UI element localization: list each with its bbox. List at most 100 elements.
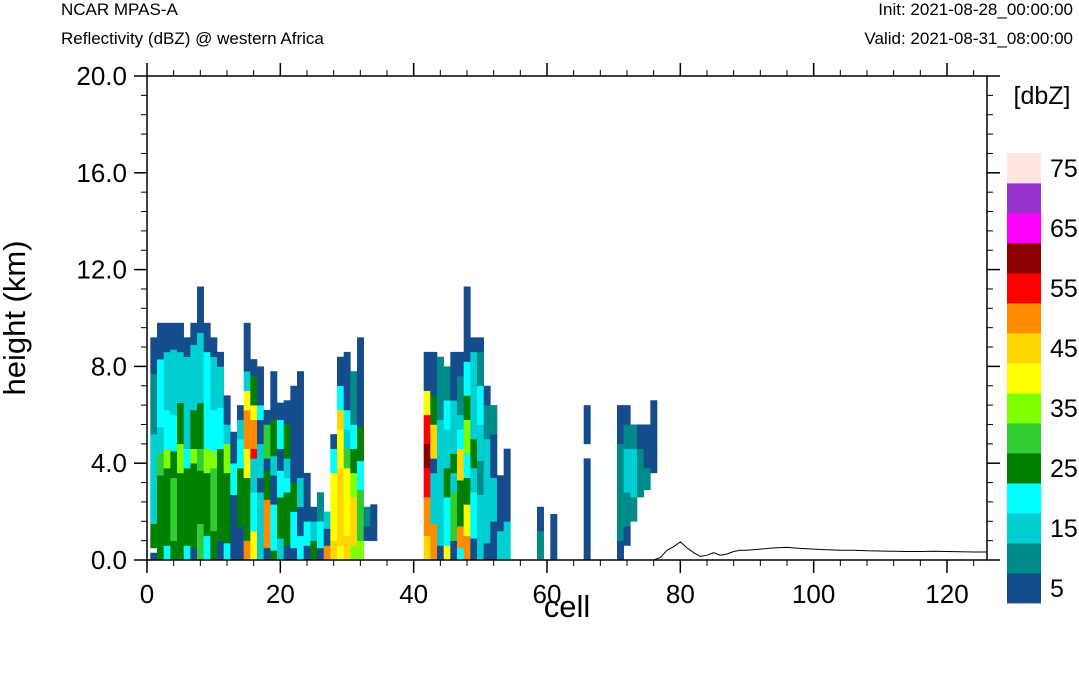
colorbar-swatch: [1007, 393, 1041, 424]
reflectivity-cell: [310, 521, 318, 541]
reflectivity-cell: [217, 448, 224, 479]
x-axis-label: cell: [544, 589, 591, 624]
reflectivity-cell: [177, 402, 184, 445]
reflectivity-cell: [650, 448, 658, 474]
colorbar-label: 5: [1050, 575, 1064, 603]
reflectivity-cell: [290, 482, 298, 512]
reflectivity-cell: [490, 434, 498, 479]
colorbar-swatch: [1007, 213, 1041, 244]
reflectivity-cell: [537, 530, 544, 561]
reflectivity-cell: [483, 405, 491, 440]
plot-subtitle: Reflectivity (dBZ) @ western Africa: [61, 29, 324, 48]
reflectivity-cell: [243, 371, 251, 391]
reflectivity-cell: [163, 322, 171, 353]
reflectivity-cell: [283, 400, 291, 425]
reflectivity-cell: [150, 434, 158, 483]
reflectivity-cell: [297, 506, 304, 537]
reflectivity-cell: [637, 477, 644, 498]
reflectivity-cell: [190, 322, 198, 345]
reflectivity-cell: [450, 400, 458, 454]
reflectivity-cell: [270, 550, 278, 561]
reflectivity-cell: [503, 482, 511, 522]
reflectivity-cell: [203, 535, 211, 561]
reflectivity-cell: [277, 538, 284, 561]
reflectivity-cell: [617, 405, 624, 445]
reflectivity-cell: [263, 424, 271, 459]
reflectivity-cell: [463, 322, 471, 362]
colorbar-swatch: [1007, 453, 1041, 484]
valid-time: Valid: 2021-08-31_08:00:00: [864, 29, 1073, 48]
reflectivity-cell: [630, 448, 638, 469]
reflectivity-cell: [203, 351, 211, 416]
reflectivity-cell: [450, 351, 458, 401]
reflectivity-cell: [470, 395, 478, 440]
reflectivity-cell: [217, 351, 224, 367]
reflectivity-cell: [463, 453, 471, 479]
reflectivity-cell: [243, 540, 251, 561]
reflectivity-cell: [477, 351, 484, 387]
reflectivity-cell: [283, 424, 291, 459]
reflectivity-cell: [290, 385, 298, 425]
reflectivity-cell: [430, 351, 438, 396]
y-tick-label: 20.0: [76, 61, 127, 91]
y-tick-label: 8.0: [91, 351, 127, 381]
reflectivity-cell: [183, 356, 191, 416]
reflectivity-cell: [210, 337, 218, 358]
reflectivity-cell: [643, 468, 651, 491]
reflectivity-cell: [210, 409, 218, 452]
reflectivity-cell: [423, 414, 431, 445]
reflectivity-cell: [157, 359, 164, 428]
reflectivity-cell: [337, 409, 344, 430]
reflectivity-cell: [197, 286, 204, 333]
reflectivity-cell: [370, 504, 378, 522]
reflectivity-cell: [343, 409, 351, 430]
colorbar-label: 45: [1050, 335, 1078, 363]
reflectivity-cell: [550, 514, 558, 561]
reflectivity-cell: [637, 448, 644, 479]
reflectivity-cell: [443, 366, 451, 401]
reflectivity-cell: [337, 468, 344, 546]
reflectivity-cell: [257, 419, 264, 445]
reflectivity-cell: [630, 424, 638, 449]
reflectivity-cell: [423, 468, 431, 498]
reflectivity-cell: [337, 385, 344, 411]
colorbar-swatch: [1007, 573, 1041, 604]
reflectivity-cell: [157, 322, 164, 360]
colorbar-labels: 5 15 25 35 45 55 65 75: [1050, 155, 1078, 603]
reflectivity-cell: [150, 523, 158, 549]
reflectivity-cell: [357, 489, 364, 541]
reflectivity-cell: [470, 492, 478, 539]
reflectivity-cell: [490, 538, 498, 561]
reflectivity-cell: [457, 376, 464, 416]
y-tick-label: 12.0: [76, 255, 127, 285]
reflectivity-cell: [257, 443, 264, 479]
reflectivity-cell: [177, 472, 184, 532]
reflectivity-cell: [323, 528, 331, 546]
reflectivity-cell: [470, 351, 478, 396]
reflectivity-cell: [283, 477, 291, 493]
x-tick-label: 0: [140, 579, 154, 609]
reflectivity-cell: [177, 322, 184, 353]
reflectivity-cell: [483, 385, 491, 406]
x-tick-label: 60: [533, 579, 562, 609]
reflectivity-cell: [343, 535, 351, 561]
reflectivity-cell: [623, 492, 631, 527]
reflectivity-cell: [457, 547, 464, 561]
reflectivity-cell: [463, 395, 471, 420]
reflectivity-cell: [290, 511, 298, 549]
reflectivity-cell: [497, 511, 504, 532]
reflectivity-cell: [477, 494, 484, 541]
colorbar-swatch: [1007, 243, 1041, 274]
reflectivity-cell: [343, 429, 351, 449]
reflectivity-cell: [337, 545, 344, 561]
reflectivity-cell: [503, 448, 511, 483]
reflectivity-cell: [270, 504, 278, 551]
reflectivity-cells: [150, 286, 658, 561]
reflectivity-cell: [350, 448, 358, 474]
reflectivity-cell: [190, 409, 198, 449]
reflectivity-cell: [623, 526, 631, 546]
major-ticks: [134, 63, 1000, 573]
reflectivity-cell: [477, 385, 484, 425]
reflectivity-cell: [197, 523, 204, 561]
reflectivity-cell: [463, 535, 471, 561]
